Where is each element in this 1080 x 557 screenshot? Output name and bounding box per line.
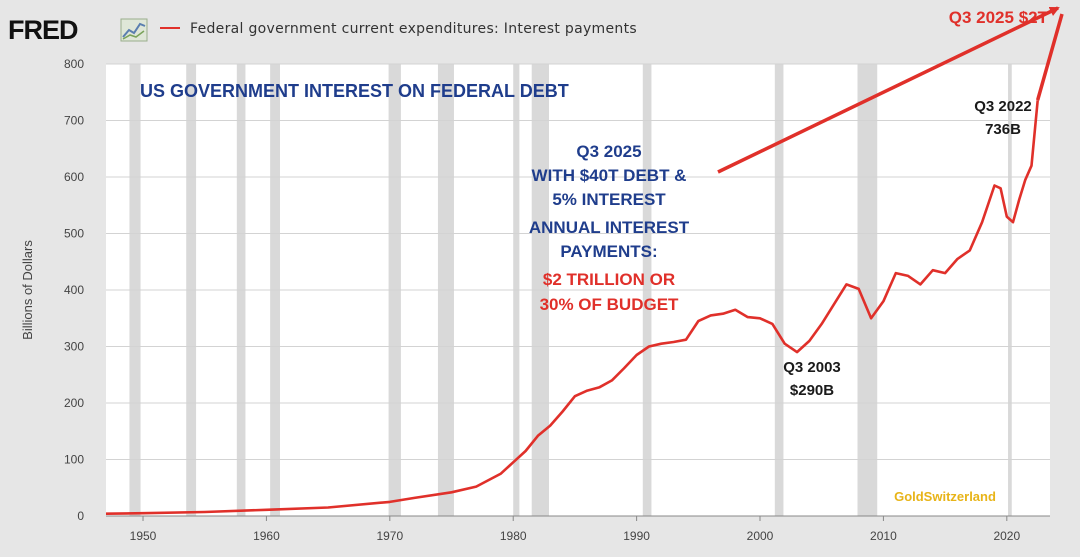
annotation-projection-line3: 5% INTEREST: [552, 190, 666, 209]
annotation-projection-line1: Q3 2025: [576, 142, 641, 161]
projection-arrow: [717, 6, 1060, 174]
annotation-projection-line4: ANNUAL INTEREST: [529, 218, 690, 237]
chart-title: US GOVERNMENT INTEREST ON FEDERAL DEBT: [140, 81, 569, 101]
y-tick-label-600: 600: [64, 170, 84, 184]
chart-line-icon: [120, 18, 148, 42]
annotation-q3-2022-line2: 736B: [985, 121, 1021, 138]
projection-label: Q3 2025 $2T: [949, 8, 1049, 27]
annotation-projection-line2: WITH $40T DEBT &: [532, 166, 687, 185]
x-tick-label-1990: 1990: [623, 529, 650, 543]
x-tick-label-1980: 1980: [500, 529, 527, 543]
annotation-q3-2003-line1: Q3 2003: [783, 359, 841, 376]
annotation-q3-2003-line2: $290B: [790, 382, 834, 399]
x-tick-label-2010: 2010: [870, 529, 897, 543]
y-tick-label-200: 200: [64, 396, 84, 410]
series-line-interest-payments: [105, 100, 1039, 515]
y-tick-label-800: 800: [64, 57, 84, 71]
annotation-q3-2022-line1: Q3 2022: [974, 98, 1032, 115]
annotation-projection-red-line1: $2 TRILLION OR: [543, 270, 675, 289]
y-tick-label-100: 100: [64, 453, 84, 467]
projection-arrow-vertical: [1035, 13, 1064, 101]
x-tick-label-2000: 2000: [747, 529, 774, 543]
x-tick-label-1960: 1960: [253, 529, 280, 543]
annotation-projection-red-line2: 30% OF BUDGET: [540, 295, 679, 314]
annotation-projection-line5: PAYMENTS:: [560, 242, 657, 261]
x-tick-label-2020: 2020: [993, 529, 1020, 543]
x-tick-label-1950: 1950: [130, 529, 157, 543]
y-tick-label-300: 300: [64, 340, 84, 354]
legend-label: Federal government current expenditures:…: [190, 21, 637, 37]
y-tick-label-0: 0: [77, 509, 84, 523]
y-tick-label-500: 500: [64, 227, 84, 241]
x-tick-label-1970: 1970: [376, 529, 403, 543]
axes: 0 100 200 300 400 500 600 700 800 1950 1960 1970 198…: [64, 57, 1050, 543]
y-tick-label-400: 400: [64, 283, 84, 297]
fred-logo[interactable]: FRED: [8, 15, 79, 45]
watermark: GoldSwitzerland: [894, 489, 996, 504]
y-tick-label-700: 700: [64, 114, 84, 128]
y-axis-label: Billions of Dollars: [20, 240, 35, 340]
